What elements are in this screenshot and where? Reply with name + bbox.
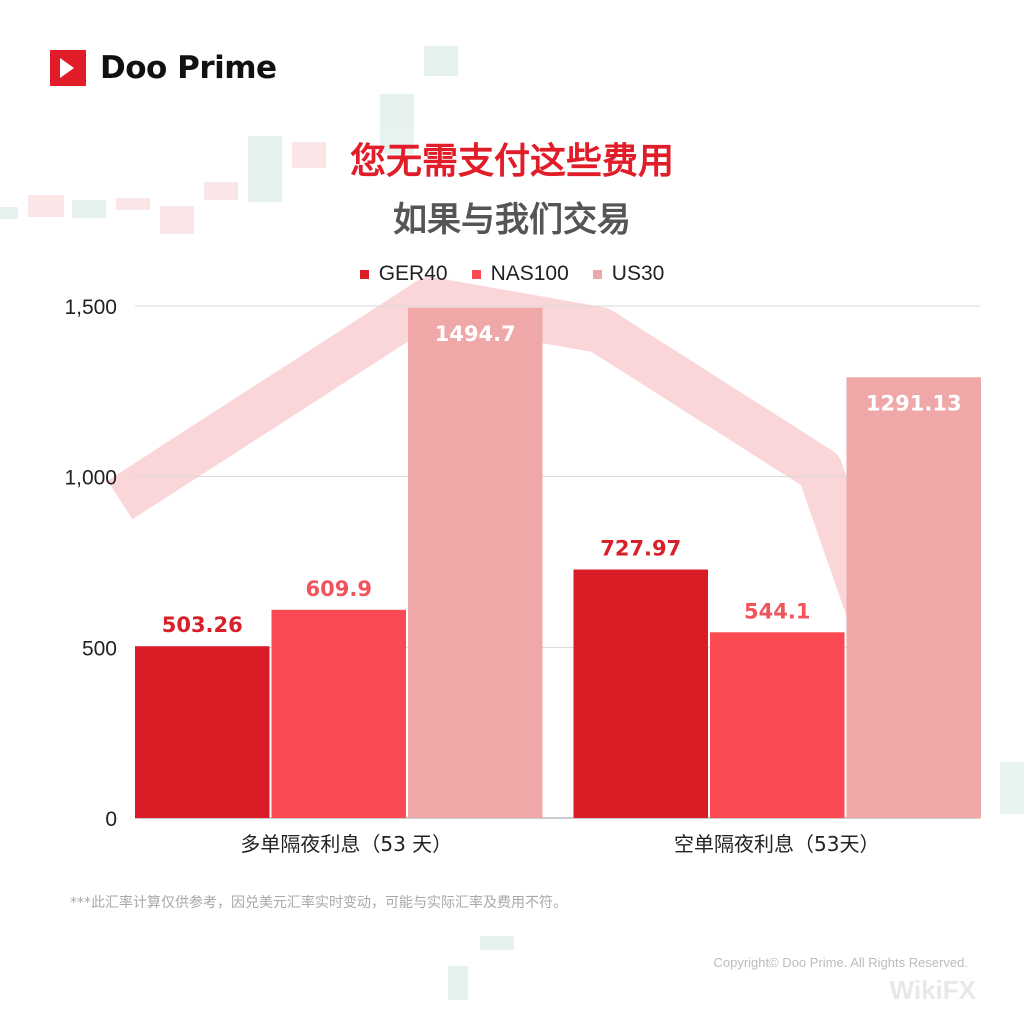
legend-swatch: [359, 269, 369, 279]
page-title: 您无需支付这些费用: [349, 141, 674, 182]
data-label: 1291.13: [866, 391, 962, 415]
bar: [408, 307, 543, 818]
legend-label: NAS100: [490, 262, 569, 285]
bar: [846, 377, 981, 818]
x-category-label: 多单隔夜利息（53 天）: [240, 832, 452, 856]
x-category-label: 空单隔夜利息（53天）: [674, 832, 879, 856]
watermark-text: WikiFX: [889, 975, 976, 1005]
y-tick-label: 1,000: [64, 467, 117, 490]
chart-legend: GER40 NAS100 US30: [0, 262, 1024, 286]
data-label: 544.1: [744, 599, 810, 623]
data-label: 727.97: [600, 537, 681, 561]
data-label: 609.9: [306, 577, 372, 601]
bar: [135, 646, 270, 818]
legend-item-ger40: GER40: [359, 262, 448, 286]
y-tick-label: 500: [82, 637, 117, 660]
legend-label: GER40: [378, 262, 448, 285]
legend-item-us30: US30: [592, 262, 665, 286]
brand-name: Doo Prime: [100, 50, 277, 86]
legend-label: US30: [611, 262, 665, 285]
brand-logo: Doo Prime: [50, 48, 277, 88]
bar: [271, 609, 406, 818]
doo-prime-logo-icon: [50, 50, 86, 86]
bar: [573, 569, 708, 818]
disclaimer-note: ***此汇率计算仅供参考，因兑美元汇率实时变动，可能与实际汇率及费用不符。: [70, 895, 567, 911]
bar: [710, 632, 845, 818]
y-tick-label: 1,500: [64, 296, 117, 319]
legend-swatch: [471, 269, 481, 279]
copyright-text: Copyright© Doo Prime. All Rights Reserve…: [713, 955, 968, 970]
data-label: 503.26: [162, 613, 243, 637]
legend-item-nas100: NAS100: [471, 262, 569, 286]
page-subtitle: 如果与我们交易: [393, 200, 631, 240]
y-tick-label: 0: [105, 808, 117, 831]
legend-swatch: [592, 269, 602, 279]
data-label: 1494.7: [435, 322, 516, 346]
